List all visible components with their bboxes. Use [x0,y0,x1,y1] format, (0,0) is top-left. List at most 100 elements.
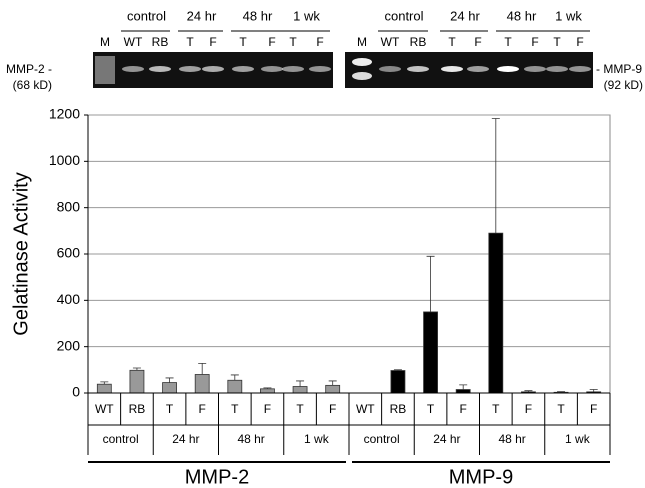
gel-condition-label: control [384,8,423,23]
x-condition-label: control [103,432,139,446]
gel-lane-label: F [474,35,481,49]
x-lane-label: F [590,402,597,416]
x-lane-label: RB [129,402,146,416]
gel-condition-label: 48 hr [243,8,273,23]
x-lane-label: WT [95,402,114,416]
gel-condition-label: 1 wk [293,8,320,23]
gel-band [149,66,171,72]
x-lane-label: F [525,402,532,416]
gel-lane-label: F [268,35,275,49]
gel-marker-band [95,56,115,84]
gel-lane-label: F [531,35,538,49]
gel-marker-label: M [357,35,367,49]
y-tick-label: 200 [57,337,81,353]
gel-lane-label: T [239,35,247,49]
bar [130,370,144,393]
gel-condition-label: 24 hr [450,8,480,23]
gel-condition-label: 1 wk [555,8,582,23]
gel-lane-label: WT [124,35,143,49]
x-condition-label: 48 hr [498,432,525,446]
y-tick-label: 800 [57,198,81,214]
x-condition-label: control [364,432,400,446]
figure: MMP-2 - (68 kD) - MMP-9 (92 kD) Gelatina… [0,0,645,488]
x-lane-label: T [427,402,435,416]
gel-lane-label: F [576,35,583,49]
gel-band [569,66,591,72]
gel-lane-label: WT [381,35,400,49]
gel-lane-label: T [553,35,561,49]
x-condition-label: 24 hr [172,432,199,446]
gel-band [232,66,254,72]
gel-band [524,66,546,72]
gel-lane-label: F [209,35,216,49]
y-tick-label: 400 [57,291,81,307]
gel-condition-label: control [127,8,166,23]
x-lane-label: F [329,402,336,416]
band-size: (68 kD) [13,78,52,92]
bar [163,383,177,393]
gel-lane-label: T [448,35,456,49]
gel-band [379,66,401,72]
x-lane-label: T [492,402,500,416]
y-tick-label: 1200 [49,106,80,122]
bar [424,312,438,393]
gel-condition-label: 24 hr [187,8,217,23]
y-tick-label: 1000 [49,152,80,168]
x-condition-label: 48 hr [237,432,264,446]
x-lane-label: F [460,402,467,416]
gel-marker-label: M [100,35,110,49]
gel-lane-label: RB [152,35,169,49]
error-bar [231,375,239,380]
y-axis-label: Gelatinase Activity [10,172,32,335]
gel-lane-label: F [316,35,323,49]
band-label: - MMP-9 [596,62,642,76]
y-tick-label: 0 [72,384,80,400]
gel-band [497,66,519,72]
gel-lane-label: T [186,35,194,49]
gel-band [261,66,283,72]
gel-lane-label: RB [410,35,427,49]
y-tick-label: 600 [57,245,81,261]
x-lane-label: F [199,402,206,416]
gel-band [122,66,144,72]
gel-band [407,66,429,72]
gel-band [546,66,568,72]
error-bar [329,381,337,385]
gel-lane-label: T [289,35,297,49]
error-bar [459,385,467,390]
x-lane-label: RB [390,402,407,416]
band-size: (92 kD) [604,78,643,92]
x-lane-label: T [166,402,174,416]
error-bar [166,378,174,383]
gel-band [441,66,463,72]
x-lane-label: T [296,402,304,416]
error-bar [427,256,435,312]
bar [195,374,209,393]
bar [293,387,307,393]
bar [228,380,242,393]
gel-marker-band [352,58,372,66]
band-label: MMP-2 - [6,62,52,76]
bar [260,389,274,393]
bar [326,385,340,393]
gel-band [282,66,304,72]
gel-band [202,66,224,72]
x-lane-label: T [557,402,565,416]
error-bar [492,118,500,233]
gel-band [179,66,201,72]
error-bar [198,363,206,374]
x-condition-label: 24 hr [433,432,460,446]
x-condition-label: 1 wk [304,432,330,446]
bar [489,233,503,393]
gel-band [309,66,331,72]
bar [456,390,470,393]
gel-marker-band [352,72,372,80]
x-condition-label: 1 wk [565,432,591,446]
bar [97,384,111,393]
x-lane-label: WT [356,402,375,416]
bar [391,371,405,393]
gel-condition-label: 48 hr [507,8,537,23]
gel-lane-label: T [504,35,512,49]
gel-band [467,66,489,72]
group-label: MMP-9 [449,466,513,488]
